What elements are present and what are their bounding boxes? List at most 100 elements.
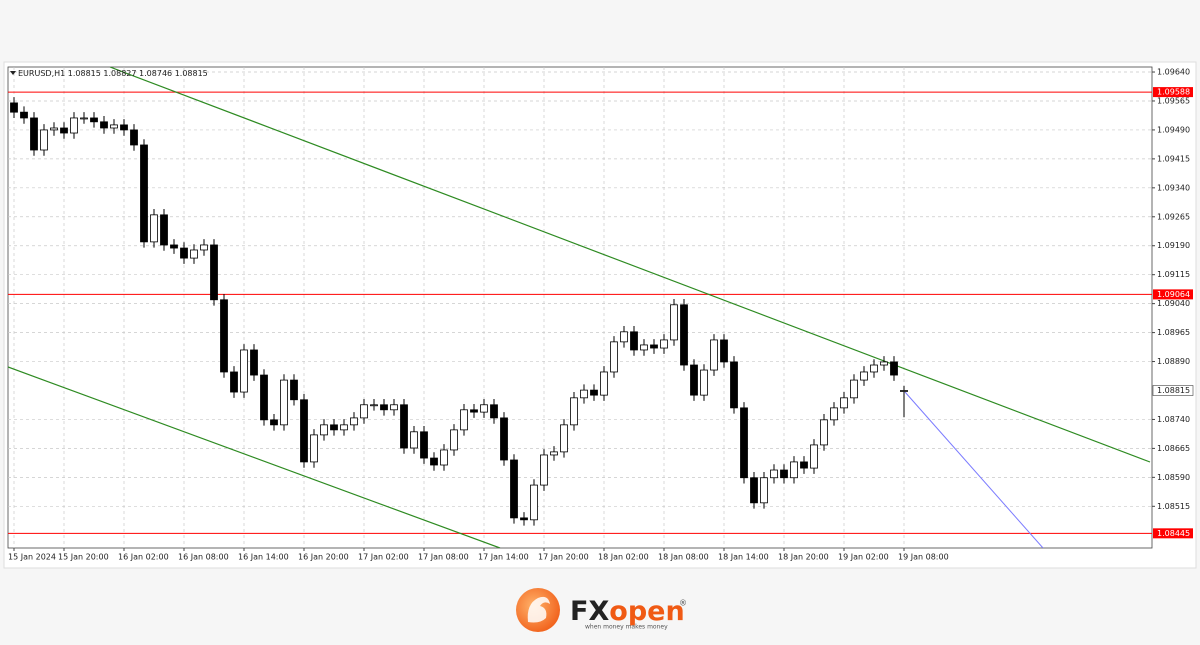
- candle-body: [890, 361, 898, 376]
- price-label: 1.08815: [1157, 386, 1190, 395]
- x-tick-label: 18 Jan 20:00: [778, 553, 829, 562]
- y-tick-label: 1.08665: [1157, 444, 1190, 453]
- candle-body: [180, 247, 188, 259]
- candle-body: [740, 407, 748, 479]
- candle-body: [230, 371, 238, 393]
- candle-body: [350, 417, 358, 426]
- candle-body: [780, 469, 788, 479]
- candle-body: [310, 434, 318, 463]
- x-axis: 15 Jan 2024 15 Jan 20:00 16 Jan 02:00 16 Ja…: [8, 548, 949, 562]
- level-label: 1.08445: [1157, 529, 1190, 538]
- chart-header: EURUSD,H1 1.08815 1.08827 1.08746 1.0881…: [18, 69, 208, 78]
- candle-body: [110, 124, 118, 129]
- candle-body: [670, 304, 678, 341]
- level-label: 1.09064: [1157, 290, 1190, 299]
- candle-body: [770, 469, 778, 479]
- x-tick-label: 17 Jan 02:00: [358, 553, 409, 562]
- x-tick-label: 17 Jan 08:00: [418, 553, 469, 562]
- level-tag: [1153, 289, 1193, 300]
- candle-body: [430, 457, 438, 466]
- candle-body: [80, 117, 88, 120]
- candle-body: [580, 389, 588, 399]
- candle-body: [470, 409, 478, 413]
- candle-body: [840, 397, 848, 409]
- candle-body: [540, 454, 548, 486]
- candle-body: [210, 244, 218, 301]
- candle-body: [160, 214, 168, 246]
- candle-body: [290, 379, 298, 401]
- footer-logo: FXopen ® when money makes money: [516, 588, 687, 632]
- candle-body: [400, 404, 408, 449]
- candle-body: [570, 397, 578, 426]
- candle-body: [100, 121, 108, 129]
- candle-body: [880, 361, 888, 366]
- registered-mark: ®: [679, 599, 687, 608]
- candle-body: [240, 349, 248, 393]
- y-tick-label: 1.08590: [1157, 473, 1190, 482]
- candle-body: [550, 451, 558, 456]
- header-high: 1.08827: [103, 69, 136, 78]
- candle-body: [800, 461, 808, 469]
- y-tick-label: 1.08740: [1157, 415, 1190, 424]
- candle-body: [50, 127, 58, 131]
- tagline: when money makes money: [585, 624, 668, 631]
- y-axis: 1.09640 1.09565 1.09490 1.09415 1.09340 1.092…: [1152, 68, 1194, 511]
- brand-fx: FX: [570, 596, 609, 627]
- y-tick-label: 1.09340: [1157, 183, 1190, 192]
- header-arrow: [10, 71, 16, 75]
- y-tick-label: 1.09265: [1157, 212, 1190, 221]
- candle-body: [120, 124, 128, 131]
- candle-body: [370, 404, 378, 407]
- x-tick-label: 16 Jan 02:00: [118, 553, 169, 562]
- y-tick-label: 1.09190: [1157, 241, 1190, 250]
- candle-body: [600, 371, 608, 396]
- candle-body: [510, 459, 518, 519]
- x-tick-label: 18 Jan 02:00: [598, 553, 649, 562]
- x-tick-label: 17 Jan 14:00: [478, 553, 529, 562]
- y-tick-label: 1.09040: [1157, 299, 1190, 308]
- candle-body: [830, 407, 838, 421]
- y-tick-label: 1.09115: [1157, 270, 1190, 279]
- candle-body: [680, 304, 688, 366]
- candle-body: [190, 249, 198, 259]
- x-tick-label: 19 Jan 02:00: [838, 553, 889, 562]
- candle-body: [270, 419, 278, 426]
- candle-body: [850, 379, 858, 399]
- brand-open: open: [609, 596, 684, 627]
- x-tick-label: 15 Jan 2024: [8, 553, 56, 562]
- x-tick-label: 15 Jan 20:00: [58, 553, 109, 562]
- candle-body: [900, 390, 908, 392]
- candle-body: [330, 424, 338, 431]
- x-tick-label: 16 Jan 08:00: [178, 553, 229, 562]
- candle-body: [790, 461, 798, 479]
- logo-dragon: [527, 596, 550, 623]
- candle-body: [280, 379, 288, 426]
- candle-body: [730, 361, 738, 409]
- candle-body: [360, 404, 368, 419]
- candle-body: [690, 364, 698, 396]
- candle-body: [300, 399, 308, 463]
- x-tick-label: 18 Jan 14:00: [718, 553, 769, 562]
- y-tick-label: 1.09415: [1157, 154, 1190, 163]
- candle-body: [650, 344, 658, 349]
- candle-body: [150, 214, 158, 243]
- candle-body: [750, 477, 758, 504]
- candle-body: [450, 429, 458, 451]
- candle-body: [480, 404, 488, 413]
- candle-body: [720, 339, 728, 363]
- level-tag: [1153, 87, 1193, 98]
- candle-body: [610, 341, 618, 373]
- candle-body: [870, 364, 878, 373]
- y-tick-label: 1.08965: [1157, 328, 1190, 337]
- symbol: EURUSD,H1: [18, 69, 65, 78]
- candle-body: [90, 117, 98, 123]
- header-close: 1.08815: [175, 69, 208, 78]
- candles: [10, 97, 908, 526]
- candle-body: [60, 127, 68, 134]
- x-tick-label: 17 Jan 20:00: [538, 553, 589, 562]
- header-low: 1.08746: [139, 69, 172, 78]
- candle-body: [320, 424, 328, 436]
- candle-body: [10, 102, 18, 113]
- candle-body: [140, 144, 148, 243]
